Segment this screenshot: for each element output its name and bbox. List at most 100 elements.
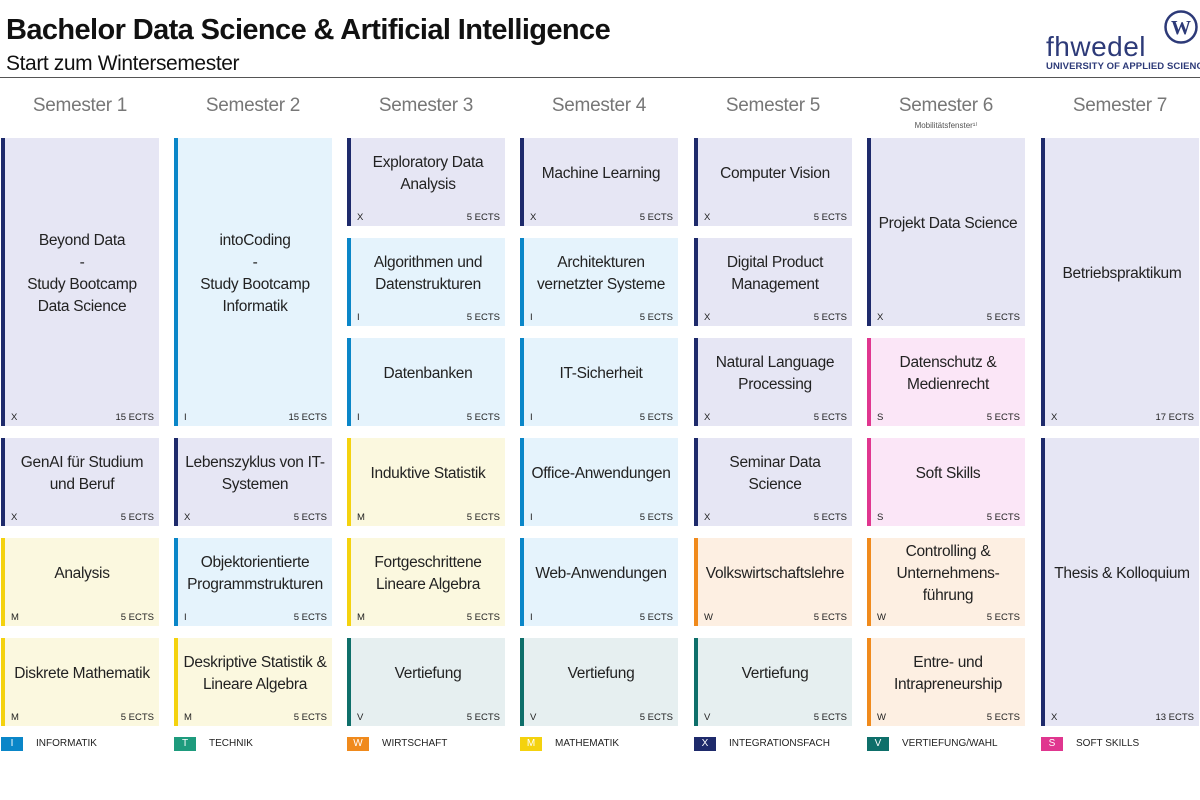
semester-note: Mobilitätsfenster¹⁾: [914, 121, 978, 130]
module-card: Digital Product Management X 5 ECTS: [694, 238, 852, 326]
module-title: Analysis: [54, 565, 110, 582]
module-category-code: X: [357, 212, 364, 223]
module-category-code: I: [530, 512, 533, 523]
legend-swatch: X: [694, 737, 716, 751]
module-title: Vertiefung: [394, 665, 462, 682]
module-title: Controlling & Unternehmens- führung: [896, 543, 1000, 604]
module-ects: 5 ECTS: [986, 312, 1020, 323]
module-category-code: X: [11, 512, 18, 523]
semester-heading-6: Semester 6: [898, 95, 994, 116]
module-ects: 5 ECTS: [466, 712, 500, 723]
module-category-code: X: [11, 412, 18, 423]
legend-swatch: S: [1041, 737, 1063, 751]
module-ects: 5 ECTS: [466, 312, 500, 323]
legend-label: MATHEMATIK: [555, 738, 620, 749]
module-category-code: W: [704, 612, 713, 623]
module-category-code: V: [704, 712, 711, 723]
module-title: Betriebspraktikum: [1062, 265, 1182, 282]
module-title: Objektorientierte Programmstrukturen: [187, 554, 323, 593]
module-category-code: X: [1051, 712, 1058, 723]
module-ects: 5 ECTS: [813, 612, 847, 623]
module-card: Soft Skills S 5 ECTS: [867, 438, 1025, 526]
module-ects: 5 ECTS: [639, 412, 673, 423]
university-logo: fhwedel W UNIVERSITY OF APPLIED SCIENCES: [1040, 10, 1200, 74]
module-title: Machine Learning: [541, 165, 661, 182]
module-card: Architekturen vernetzter Systeme I 5 ECTS: [520, 238, 678, 326]
module-ects: 5 ECTS: [466, 412, 500, 423]
module-card: Induktive Statistik M 5 ECTS: [347, 438, 505, 526]
module-ects: 5 ECTS: [120, 612, 154, 623]
module-card: Fortgeschrittene Lineare Algebra M 5 ECTS: [347, 538, 505, 626]
module-ects: 5 ECTS: [639, 712, 673, 723]
module-title: intoCoding - Study Bootcamp Informatik: [200, 232, 310, 315]
module-card: Computer Vision X 5 ECTS: [694, 138, 852, 226]
module-card: Exploratory Data Analysis X 5 ECTS: [347, 138, 505, 226]
module-ects: 5 ECTS: [813, 512, 847, 523]
module-title: Volkswirtschaftslehre: [705, 565, 845, 582]
module-ects: 5 ECTS: [813, 312, 847, 323]
module-category-code: I: [530, 312, 533, 323]
module-ects: 15 ECTS: [115, 412, 154, 423]
module-card: Machine Learning X 5 ECTS: [520, 138, 678, 226]
legend-swatch: M: [520, 737, 542, 751]
module-title: Induktive Statistik: [370, 465, 486, 482]
module-card: Deskriptive Statistik & Lineare Algebra M…: [174, 638, 332, 726]
module-title: Algorithmen und Datenstrukturen: [373, 254, 483, 293]
university-seal-icon: W: [1164, 10, 1198, 44]
legend-label: SOFT SKILLS: [1076, 738, 1140, 749]
page-subtitle: Start zum Wintersemester: [6, 52, 240, 75]
legend-swatch: T: [174, 737, 196, 751]
semester-heading-7: Semester 7: [1072, 95, 1168, 116]
semester-heading-5: Semester 5: [725, 95, 821, 116]
module-card: Seminar Data Science X 5 ECTS: [694, 438, 852, 526]
module-title: Fortgeschrittene Lineare Algebra: [374, 554, 482, 593]
module-ects: 5 ECTS: [639, 212, 673, 223]
module-title: Computer Vision: [720, 165, 830, 182]
module-ects: 5 ECTS: [986, 612, 1020, 623]
module-card: Controlling & Unternehmens- führung W 5 EC…: [867, 538, 1025, 626]
module-card: Datenbanken I 5 ECTS: [347, 338, 505, 426]
module-ects: 5 ECTS: [986, 712, 1020, 723]
module-title: Office-Anwendungen: [531, 465, 671, 482]
module-category-code: V: [357, 712, 364, 723]
module-title: Diskrete Mathematik: [14, 665, 150, 682]
module-ects: 5 ECTS: [293, 712, 327, 723]
module-category-code: X: [704, 512, 711, 523]
module-card: Betriebspraktikum X 17 ECTS: [1041, 138, 1199, 426]
module-card: IT-Sicherheit I 5 ECTS: [520, 338, 678, 426]
module-category-code: W: [877, 612, 886, 623]
module-ects: 13 ECTS: [1155, 712, 1194, 723]
module-ects: 5 ECTS: [120, 712, 154, 723]
module-card: GenAI für Studium und Beruf X 5 ECTS: [1, 438, 159, 526]
module-card: Vertiefung V 5 ECTS: [347, 638, 505, 726]
module-card: Thesis & Kolloquium X 13 ECTS: [1041, 438, 1199, 726]
module-card: Vertiefung V 5 ECTS: [520, 638, 678, 726]
module-ects: 5 ECTS: [293, 512, 327, 523]
legend-label: TECHNIK: [209, 738, 253, 749]
module-card: Volkswirtschaftslehre W 5 ECTS: [694, 538, 852, 626]
module-title: Datenschutz & Medienrecht: [899, 354, 997, 393]
module-title: GenAI für Studium und Beruf: [20, 454, 144, 493]
module-category-code: M: [11, 612, 19, 623]
module-title: Exploratory Data Analysis: [372, 154, 484, 193]
module-category-code: M: [357, 512, 365, 523]
module-card: Analysis M 5 ECTS: [1, 538, 159, 626]
module-title: Vertiefung: [567, 665, 635, 682]
module-ects: 5 ECTS: [466, 612, 500, 623]
module-card: Datenschutz & Medienrecht S 5 ECTS: [867, 338, 1025, 426]
module-title: Web-Anwendungen: [535, 565, 667, 582]
module-category-code: X: [184, 512, 191, 523]
module-ects: 5 ECTS: [639, 512, 673, 523]
module-title: Natural Language Processing: [715, 354, 835, 393]
module-category-code: X: [704, 412, 711, 423]
module-category-code: X: [1051, 412, 1058, 423]
module-ects: 5 ECTS: [466, 512, 500, 523]
module-ects: 15 ECTS: [288, 412, 327, 423]
page-title: Bachelor Data Science & Artificial Intel…: [6, 14, 611, 46]
module-ects: 5 ECTS: [813, 712, 847, 723]
module-category-code: X: [530, 212, 537, 223]
module-title: Digital Product Management: [726, 254, 824, 293]
legend-label: WIRTSCHAFT: [382, 738, 448, 749]
module-category-code: M: [11, 712, 19, 723]
module-ects: 5 ECTS: [813, 212, 847, 223]
